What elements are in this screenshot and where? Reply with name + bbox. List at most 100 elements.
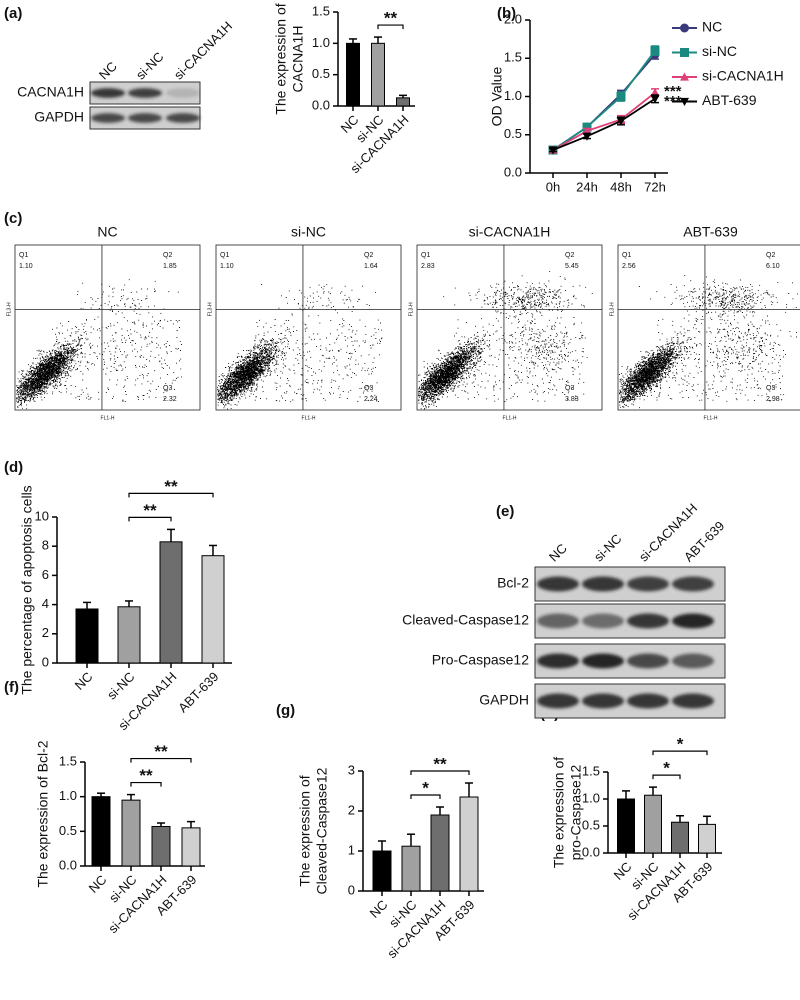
panel-label: (a) (4, 5, 22, 22)
band (537, 693, 579, 709)
x-tick-label: si-NC (104, 669, 138, 703)
bar (346, 42, 360, 107)
quadrant-name: Q4 (622, 385, 631, 392)
quadrant-name: Q1 (220, 252, 229, 259)
legend-label: ABT-639 (702, 92, 757, 108)
quadrant-value: 3.83 (565, 396, 579, 403)
y-tick-label: 1.5 (504, 50, 522, 65)
quadrant-name: Q2 (565, 252, 574, 259)
x-tick-label: 48h (610, 179, 632, 194)
flow-title: si-CACNA1H (469, 224, 551, 240)
series-line (552, 91, 656, 151)
x-tick-label: NC (72, 669, 96, 693)
quadrant-value: 88.4 (622, 396, 636, 403)
flow-frame (617, 244, 800, 411)
significance-bracket (410, 794, 441, 799)
x-tick-label: 72h (644, 179, 666, 194)
annotation: *** (664, 83, 682, 100)
y-tick-label: 8 (42, 538, 49, 553)
y-tick-label: 4 (42, 596, 49, 611)
quadrant-value: 87.9 (421, 396, 435, 403)
quadrant-name: Q2 (766, 252, 775, 259)
quadrant-value: 1.10 (220, 263, 234, 270)
legend-marker (680, 23, 689, 33)
quadrant-name: Q2 (163, 252, 172, 259)
panel-label: (e) (496, 503, 514, 520)
bar (121, 799, 141, 867)
marker (548, 146, 558, 155)
y-tick-label: 3 (348, 762, 355, 777)
y-tick-label: 0.0 (312, 97, 330, 112)
band (582, 653, 624, 669)
y-axis-label: The expression of (273, 3, 289, 114)
lane-label: si-NC (591, 531, 625, 565)
quadrant-value: 2.98 (766, 396, 780, 403)
flow-frame (215, 244, 402, 411)
flow-y-label: FL3-H (207, 302, 213, 316)
bar (459, 796, 479, 892)
lane-label: si-NC (133, 49, 167, 83)
y-tick-label: 0.0 (59, 857, 77, 872)
dot-cloud (16, 279, 182, 410)
significance-label: ** (139, 766, 153, 785)
y-tick-label: 2.0 (504, 11, 522, 26)
bar (617, 798, 635, 854)
y-tick-label: 1 (348, 842, 355, 857)
bar (396, 97, 410, 107)
quadrant-name: Q3 (364, 385, 373, 392)
significance-bracket (130, 757, 192, 763)
bar (75, 608, 99, 664)
legend-marker (680, 48, 689, 57)
y-axis-label: Cleaved-Caspase12 (314, 767, 330, 894)
band (672, 613, 714, 629)
lane-label: si-CACNA1H (171, 18, 235, 82)
band (627, 693, 669, 709)
annotation: *** (664, 93, 682, 110)
significance-label: ** (384, 9, 398, 28)
panel-label: (g) (276, 702, 295, 719)
quadrant-name: Q1 (622, 252, 631, 259)
quadrant-name: Q2 (364, 252, 373, 259)
y-tick-label: 0.0 (582, 844, 600, 859)
quadrant-name: Q1 (19, 252, 28, 259)
x-tick-label: ABT-639 (175, 669, 221, 715)
quadrant-name: Q4 (220, 385, 229, 392)
flow-y-label: FL3-H (6, 302, 12, 316)
series-line (552, 98, 656, 151)
band (537, 653, 579, 669)
bar (201, 555, 225, 664)
significance-label: * (422, 778, 429, 797)
band (128, 88, 162, 98)
band (672, 693, 714, 709)
flow-title: si-NC (291, 224, 326, 240)
bar (671, 821, 689, 854)
row-label: Bcl-2 (497, 575, 529, 591)
y-axis-label: OD Value (489, 66, 505, 126)
bar (159, 541, 183, 664)
quadrant-name: Q1 (421, 252, 430, 259)
significance-bracket (128, 492, 214, 498)
band (91, 113, 125, 123)
panel-label: (b) (497, 5, 516, 22)
band (627, 576, 669, 592)
flow-y-label: FL3-H (408, 302, 414, 316)
band (166, 113, 200, 123)
significance-label: ** (164, 477, 178, 496)
quadrant-name: Q3 (766, 385, 775, 392)
band (537, 576, 579, 592)
y-axis-label: The expression of (551, 757, 567, 868)
x-tick-label: 0h (546, 179, 560, 194)
row-label: Pro-Caspase12 (432, 652, 529, 668)
flow-x-label: FL1-H (302, 415, 316, 421)
significance-bracket (128, 516, 172, 522)
y-tick-label: 10 (35, 508, 49, 523)
x-tick-label: 24h (576, 179, 598, 194)
y-tick-label: 1.0 (312, 35, 330, 50)
y-axis-label: The expression of Bcl-2 (35, 740, 51, 887)
y-tick-label: 6 (42, 567, 49, 582)
quadrant-name: Q3 (565, 385, 574, 392)
significance-bracket (130, 781, 162, 787)
band (537, 613, 579, 629)
band (627, 613, 669, 629)
